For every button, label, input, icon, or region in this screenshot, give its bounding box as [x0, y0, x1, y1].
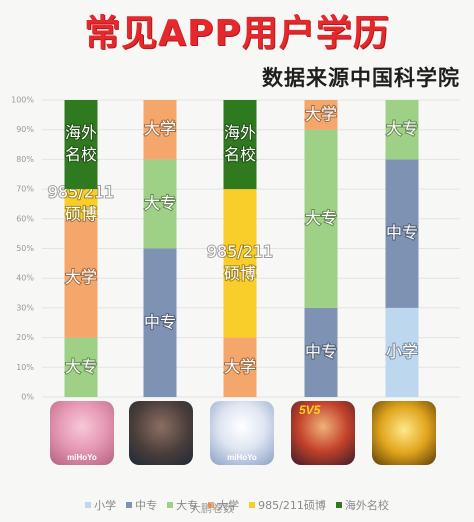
- segment-label: 大专: [65, 357, 97, 376]
- y-tick-label: 10%: [16, 363, 34, 372]
- segment-label: 硕博: [224, 264, 256, 283]
- y-tick-label: 30%: [16, 303, 34, 312]
- bar-segment: [143, 159, 177, 249]
- legend-swatch: [126, 502, 133, 508]
- segment-label: 大专: [386, 119, 418, 138]
- segment-label: 海外: [65, 123, 97, 142]
- bar-segment: [304, 307, 338, 397]
- bar-segment: [385, 159, 419, 308]
- bar-segment: [223, 337, 257, 397]
- bar-segment: [64, 218, 98, 338]
- bar-segment: [223, 189, 257, 338]
- legend-label: 大学: [217, 499, 240, 512]
- legend-label: 985/211硕博: [258, 499, 326, 512]
- segment-label: 硕博: [65, 204, 97, 223]
- segment-label: 985/211: [48, 182, 114, 201]
- legend-swatch: [335, 502, 342, 508]
- legend-label: 中专: [135, 499, 158, 512]
- legend-item: 小学: [85, 497, 116, 513]
- bar-segment: [304, 129, 338, 308]
- legend-item: 大学: [208, 497, 239, 513]
- legend-label: 大专: [176, 499, 199, 512]
- y-tick-label: 60%: [16, 214, 34, 223]
- segment-label: 中专: [386, 223, 418, 242]
- app-icon-3-brand: miHoYo: [227, 453, 257, 462]
- y-tick-label: 40%: [16, 274, 34, 283]
- y-tick-label: 50%: [16, 244, 34, 253]
- segment-label: 985/211: [207, 242, 273, 261]
- bar-segment: [64, 100, 98, 190]
- y-tick-label: 70%: [16, 185, 34, 194]
- segment-label: 小学: [386, 342, 418, 361]
- legend-label: 海外名校: [344, 499, 389, 512]
- app-icon-1-brand: miHoYo: [67, 453, 97, 462]
- legend-swatch: [208, 502, 215, 508]
- bar-segment: [385, 307, 419, 397]
- legend-item: 985/211硕博: [249, 497, 326, 513]
- segment-label: 大学: [65, 268, 97, 287]
- segment-label: 中专: [305, 342, 337, 361]
- bar-segment: [143, 100, 177, 160]
- segment-label: 大学: [224, 357, 256, 376]
- legend-swatch: [249, 502, 256, 508]
- y-tick-label: 80%: [16, 155, 34, 164]
- legend-item: 中专: [126, 497, 157, 513]
- legend-item: 大专: [167, 497, 198, 513]
- segment-label: 大专: [305, 208, 337, 227]
- segment-label: 中专: [144, 312, 176, 331]
- y-tick-label: 20%: [16, 333, 34, 342]
- app-icon-4[interactable]: 5V5: [291, 401, 355, 465]
- segment-label: 大专: [144, 193, 176, 212]
- segment-label: 大学: [305, 104, 337, 123]
- segment-label: 名校: [65, 145, 97, 164]
- legend-item: 海外名校: [335, 497, 389, 513]
- segment-label: 海外: [224, 123, 256, 142]
- chart-legend: 小学 中专 大专 大学 985/211硕博 海外名校: [0, 494, 474, 516]
- segment-label: 大学: [144, 119, 176, 138]
- bar-segment: [223, 100, 257, 190]
- app-icon-5[interactable]: [372, 401, 436, 465]
- page-title: 常见APP用户学历: [84, 13, 390, 54]
- app-icon-2[interactable]: [129, 401, 193, 465]
- bar-segment: [64, 337, 98, 397]
- watermark: 大鹏卷数: [190, 502, 234, 515]
- segment-label: 名校: [224, 145, 256, 164]
- bar-segment: [304, 100, 338, 130]
- y-tick-label: 90%: [16, 125, 34, 134]
- bar-segment: [143, 248, 177, 397]
- y-tick-label: 0%: [21, 393, 34, 402]
- app-icon-3[interactable]: miHoYo: [210, 401, 274, 465]
- bar-segment: [385, 100, 419, 160]
- legend-swatch: [167, 502, 174, 508]
- legend-swatch: [85, 502, 92, 508]
- app-icon-4-badge: 5V5: [299, 403, 321, 417]
- data-source-subtitle: 数据来源中国科学院: [262, 66, 460, 90]
- app-icon-1[interactable]: miHoYo: [50, 401, 114, 465]
- bar-segment: [64, 189, 98, 219]
- y-tick-label: 100%: [11, 96, 34, 105]
- legend-label: 小学: [94, 499, 117, 512]
